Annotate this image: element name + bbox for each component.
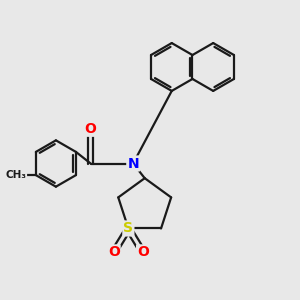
- Text: O: O: [85, 122, 97, 136]
- Text: S: S: [123, 221, 134, 236]
- Text: O: O: [137, 245, 149, 260]
- Text: O: O: [108, 245, 120, 260]
- Text: N: N: [127, 157, 139, 170]
- Text: CH₃: CH₃: [5, 170, 26, 180]
